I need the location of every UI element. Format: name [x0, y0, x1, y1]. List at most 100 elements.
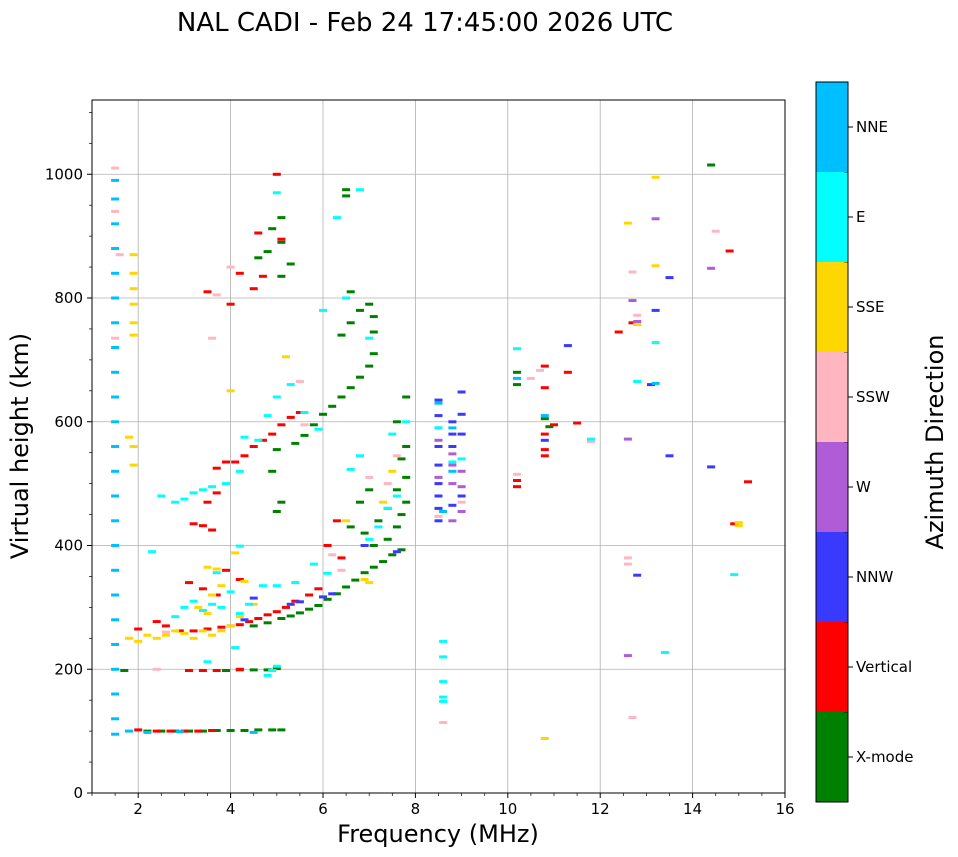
data-point-ssw — [434, 514, 443, 518]
data-point-sse — [194, 605, 203, 609]
data-point-e — [198, 488, 207, 492]
colorbar-segment — [816, 172, 848, 262]
data-point-ssw — [628, 716, 637, 719]
colorbar-tick-label: X-mode — [856, 748, 913, 766]
data-point-vertical — [198, 587, 207, 591]
data-point-vertical — [180, 729, 189, 733]
data-point-sse — [129, 333, 138, 337]
data-point-sse — [217, 629, 226, 633]
data-point-vertical — [295, 411, 304, 414]
data-point-e — [268, 669, 277, 672]
data-point-ssw — [111, 166, 120, 170]
data-point-x-mode — [369, 352, 378, 356]
data-point-vertical — [258, 274, 267, 278]
data-point-w — [448, 519, 457, 523]
data-point-vertical — [272, 610, 281, 614]
data-point-x-mode — [365, 488, 374, 492]
data-point-vertical — [226, 302, 235, 306]
data-point-ssw — [623, 562, 632, 566]
data-point-e — [208, 485, 217, 489]
data-point-e — [439, 639, 448, 643]
data-point-nne — [111, 618, 120, 622]
data-point-vertical — [212, 593, 221, 597]
data-point-vertical — [258, 438, 267, 442]
data-point-w — [651, 217, 660, 221]
data-point-vertical — [540, 386, 549, 390]
data-point-x-mode — [319, 412, 327, 416]
data-point-x-mode — [369, 315, 378, 319]
data-point-nnw — [434, 506, 443, 510]
data-point-ssw — [295, 380, 304, 383]
data-point-ssw — [623, 556, 632, 560]
data-point-nne — [111, 544, 120, 547]
data-point-e — [434, 426, 443, 430]
data-point-e — [513, 347, 521, 351]
data-point-nne — [111, 732, 120, 736]
data-point-x-mode — [328, 404, 337, 408]
data-point-x-mode — [300, 433, 309, 437]
data-point-vertical — [277, 423, 286, 427]
data-point-vertical — [222, 568, 230, 572]
axis-ticks: 2 4 6 8 10 12 14 16 0 200 400 600 800 1000 — [45, 112, 795, 818]
data-point-nnw — [434, 494, 443, 498]
data-point-nne — [448, 469, 457, 473]
data-point-sse — [342, 519, 351, 523]
data-point-e — [457, 457, 466, 461]
data-point-nnw — [448, 420, 457, 424]
data-point-sse — [129, 321, 138, 325]
data-point-x-mode — [277, 617, 286, 620]
data-point-vertical — [249, 287, 258, 291]
data-point-vertical — [217, 625, 226, 629]
data-point-vertical — [175, 629, 184, 633]
data-point-vertical — [540, 454, 549, 458]
colorbar-segment — [816, 532, 848, 622]
data-point-e — [332, 216, 341, 220]
data-point-sse — [734, 524, 743, 528]
data-point-x-mode — [309, 423, 318, 427]
data-points — [111, 163, 752, 740]
data-point-x-mode — [323, 597, 332, 601]
data-point-sse — [125, 435, 133, 439]
data-point-nne — [439, 510, 448, 513]
data-point-nnw — [240, 618, 249, 622]
data-point-x-mode — [369, 544, 378, 547]
data-point-ssw — [587, 440, 595, 444]
data-point-x-mode — [277, 500, 286, 504]
data-point-vertical — [203, 290, 212, 294]
data-point-ssw — [226, 265, 235, 269]
data-point-e — [148, 550, 157, 554]
data-point-ssw — [152, 667, 161, 671]
colorbar-segment — [816, 262, 848, 352]
data-point-x-mode — [249, 624, 258, 628]
data-point-sse — [240, 579, 249, 583]
data-point-vertical — [725, 249, 734, 253]
data-point-sse — [212, 567, 221, 571]
data-point-sse — [734, 521, 743, 525]
data-point-sse — [129, 271, 138, 275]
chart-title: NAL CADI - Feb 24 17:45:00 2026 UTC — [177, 8, 673, 38]
colorbar-segment — [816, 442, 848, 532]
data-point-sse — [540, 737, 549, 740]
data-point-nne — [111, 667, 120, 671]
data-point-x-mode — [360, 571, 369, 575]
data-point-e — [388, 432, 397, 436]
data-point-sse — [171, 629, 180, 633]
data-point-vertical — [134, 627, 143, 631]
data-point-w — [457, 510, 466, 513]
data-point-vertical — [314, 587, 323, 591]
data-point-x-mode — [212, 729, 221, 732]
data-point-nnw — [319, 595, 327, 599]
data-point-x-mode — [356, 375, 364, 379]
data-point-sse — [198, 629, 207, 633]
data-point-vertical — [268, 432, 277, 436]
data-point-nnw — [434, 519, 443, 523]
data-point-nnw — [633, 573, 642, 577]
data-point-sse — [129, 302, 138, 306]
data-point-e — [180, 605, 189, 609]
data-point-vertical — [212, 669, 221, 672]
data-point-e — [189, 491, 198, 495]
data-point-sse — [226, 389, 235, 393]
data-point-w — [457, 469, 466, 473]
data-point-e — [323, 571, 332, 575]
data-point-vertical — [282, 605, 290, 609]
